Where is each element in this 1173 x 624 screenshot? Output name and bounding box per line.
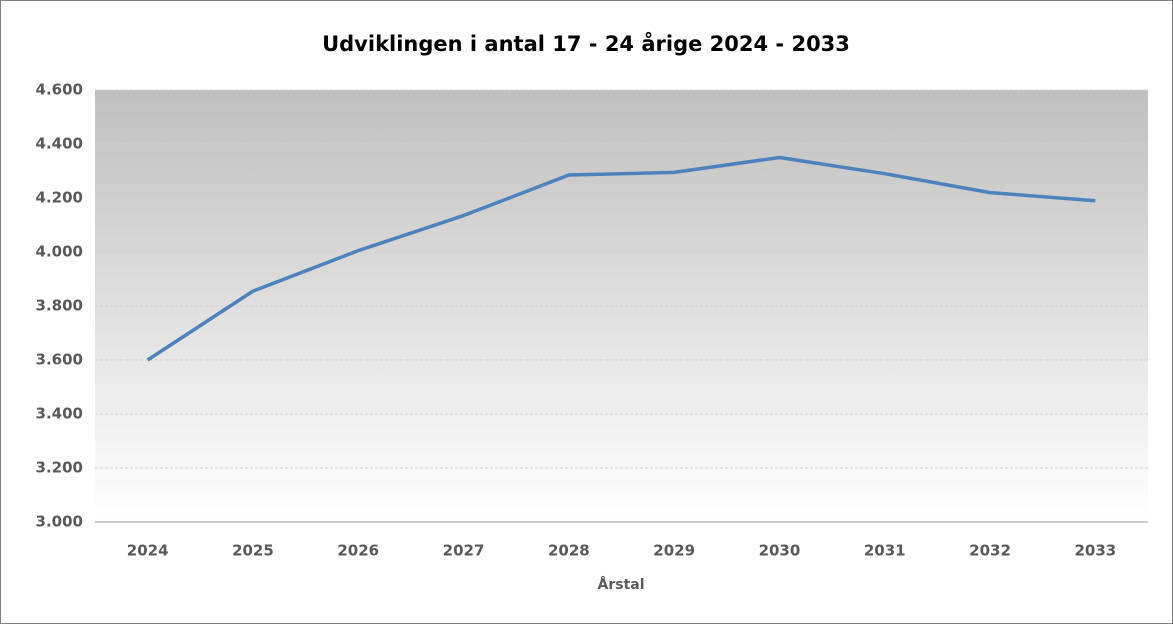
chart-title: Udviklingen i antal 17 - 24 årige 2024 -…	[322, 31, 850, 56]
y-tick-label: 4.600	[36, 81, 83, 99]
x-tick-label: 2032	[969, 542, 1011, 560]
y-tick-label: 3.000	[36, 513, 83, 531]
x-tick-label: 2030	[759, 542, 801, 560]
x-tick-label: 2029	[653, 542, 695, 560]
line-series	[146, 155, 1096, 362]
x-tick-label: 2028	[548, 542, 590, 560]
y-tick-label: 3.200	[36, 459, 83, 477]
y-tick-label: 3.800	[36, 297, 83, 315]
x-tick-label: 2024	[127, 542, 169, 560]
x-tick-label: 2026	[337, 542, 379, 560]
x-tick-label: 2031	[864, 542, 906, 560]
x-axis-label: Årstal	[597, 576, 644, 593]
y-tick-label: 4.200	[36, 189, 83, 207]
x-tick-label: 2025	[232, 542, 274, 560]
y-tick-label: 4.400	[36, 135, 83, 153]
y-tick-label: 4.000	[36, 243, 83, 261]
x-tick-label: 2027	[443, 542, 485, 560]
y-tick-label: 3.400	[36, 405, 83, 423]
x-tick-label: 2033	[1074, 542, 1116, 560]
y-tick-label: 3.600	[36, 351, 83, 369]
